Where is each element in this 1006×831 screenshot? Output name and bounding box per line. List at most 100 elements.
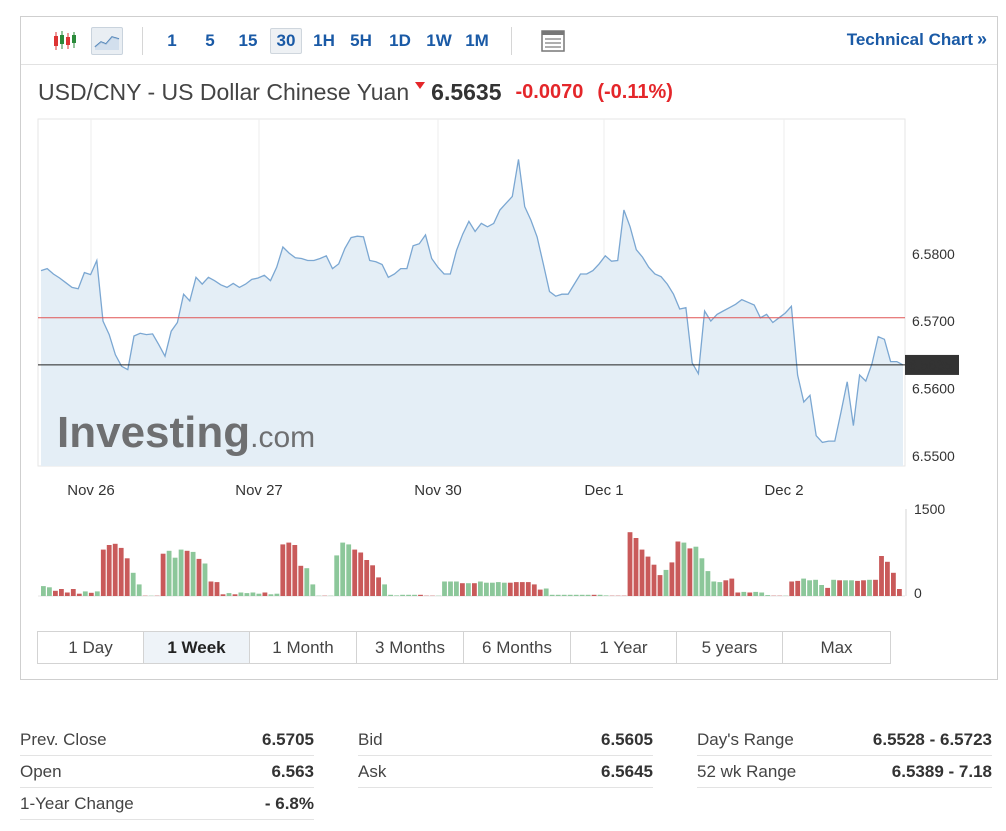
volume-bar [448, 581, 453, 596]
stat-label: Prev. Close [20, 730, 107, 749]
interval-30m-button[interactable]: 30 [270, 28, 302, 54]
range-tab-5-years[interactable]: 5 years [677, 632, 783, 663]
volume-bar [897, 589, 902, 596]
price-change: -0.0070 [515, 81, 584, 103]
volume-bar [801, 578, 806, 596]
volume-bar [352, 549, 358, 596]
volume-bar [705, 571, 711, 596]
interval-5m-button[interactable]: 5 [205, 31, 215, 50]
range-tab-1-day[interactable]: 1 Day [38, 632, 144, 663]
volume-bar [873, 579, 878, 596]
stat-52-week-range: 52 wk Range 6.5389 - 7.18 [697, 756, 992, 788]
range-tab-1-year[interactable]: 1 Year [571, 632, 677, 663]
stat-1-year-change: 1-Year Change - 6.8% [20, 788, 314, 820]
volume-bar [244, 593, 250, 596]
volume-bar [460, 583, 465, 596]
volume-bar [47, 587, 52, 596]
volume-bar [484, 582, 489, 596]
volume-bar [663, 569, 669, 596]
watermark-text: Investing.com [57, 408, 315, 457]
interval-1m-button[interactable]: 1 [167, 31, 177, 50]
stat-days-range: Day's Range 6.5528 - 6.5723 [697, 724, 992, 756]
price-line [40, 159, 904, 444]
chart-toolbar: 1 5 15 30 1H 5H 1D 1W 1M Technical Chart… [21, 17, 997, 65]
volume-bar [561, 594, 567, 596]
volume-bar [711, 581, 717, 596]
volume-bar [735, 592, 741, 596]
volume-bar [693, 546, 699, 596]
volume-bar [292, 545, 298, 596]
volume-bar [495, 582, 501, 596]
volume-bar [376, 577, 381, 596]
volume-bar [537, 589, 543, 596]
stat-prev-close: Prev. Close 6.5705 [20, 724, 314, 756]
volume-bar [597, 594, 603, 596]
volume-bar [382, 584, 387, 596]
stat-label: 52 wk Range [697, 762, 797, 781]
interval-1d-button[interactable]: 1D [389, 31, 411, 50]
volume-bar [543, 588, 549, 596]
date-label: Dec 1 [584, 482, 623, 499]
stat-label: 1-Year Change [20, 794, 134, 813]
volume-axis: 1500 0 [914, 501, 945, 601]
date-label: Dec 2 [764, 482, 803, 499]
price-line-path [40, 159, 904, 444]
volume-bar [753, 591, 759, 596]
volume-bar [130, 572, 136, 596]
interval-15m-button[interactable]: 15 [238, 31, 258, 50]
range-tab-6-months[interactable]: 6 Months [464, 632, 571, 663]
chart-panel: 1 5 15 30 1H 5H 1D 1W 1M Technical Chart… [20, 16, 998, 680]
price-tick-label: 6.5800 [912, 246, 955, 262]
range-tab-max[interactable]: Max [783, 632, 890, 663]
volume-bar [106, 545, 112, 596]
volume-tick-label: 1500 [914, 501, 945, 517]
toolbar-separator [142, 27, 143, 55]
volume-bar [442, 581, 447, 596]
technical-chart-link[interactable]: Technical Chart» [846, 29, 987, 49]
stats-column-1: Prev. Close 6.5705 Open 6.563 1-Year Chang… [20, 724, 314, 820]
interval-5h-button[interactable]: 5H [350, 31, 372, 50]
interval-1w-button[interactable]: 1W [426, 31, 452, 50]
volume-bar [346, 544, 352, 596]
date-label: Nov 26 [67, 482, 115, 499]
range-tab-1-week[interactable]: 1 Week [144, 632, 250, 663]
volume-bar [627, 532, 633, 596]
volume-bar [88, 592, 94, 596]
volume-bar [238, 592, 244, 596]
volume-bar [657, 575, 663, 596]
volume-bar [513, 582, 519, 596]
date-label: Nov 30 [414, 482, 462, 499]
stat-value: 6.5605 [601, 730, 653, 749]
volume-bar [118, 547, 124, 596]
volume-bar [579, 594, 585, 596]
current-price-badge [905, 354, 959, 375]
volume-bar [364, 560, 370, 596]
stat-value: 6.5705 [262, 730, 314, 749]
volume-bar [807, 580, 812, 596]
volume-bar [214, 582, 220, 596]
volume-bar [861, 580, 866, 596]
volume-bar [112, 543, 118, 596]
volume-bar [196, 558, 202, 596]
date-axis: Nov 26 Nov 27 Nov 30 Dec 1 Dec 2 [67, 482, 803, 499]
price-chart[interactable]: Investing.com 6.58006.57006.56006.55006.… [21, 117, 997, 617]
volume-bar [70, 589, 76, 596]
reference-lines [38, 317, 905, 366]
stat-label: Ask [358, 762, 387, 781]
volume-bar [268, 594, 274, 596]
stat-value: 6.563 [271, 762, 314, 781]
range-tab-1-month[interactable]: 1 Month [250, 632, 357, 663]
volume-bar [879, 556, 884, 596]
interval-1h-button[interactable]: 1H [313, 31, 335, 50]
volume-bar [765, 595, 771, 596]
candlestick-chart-icon[interactable] [48, 27, 80, 55]
volume-bar [555, 594, 561, 596]
investing-watermark-logo: Investing.com [57, 408, 315, 457]
volume-bar [178, 549, 184, 596]
line-chart-icon[interactable] [91, 27, 123, 55]
range-tab-3-months[interactable]: 3 Months [357, 632, 464, 663]
data-table-icon[interactable] [537, 27, 569, 55]
stat-value: 6.5389 - 7.18 [891, 762, 992, 781]
double-chevron-right-icon: » [976, 29, 987, 49]
interval-1mo-button[interactable]: 1M [465, 31, 489, 50]
